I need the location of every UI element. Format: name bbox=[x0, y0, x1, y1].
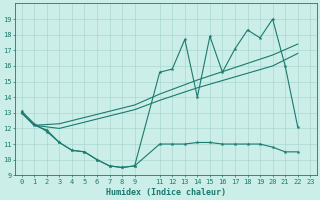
X-axis label: Humidex (Indice chaleur): Humidex (Indice chaleur) bbox=[106, 188, 226, 197]
